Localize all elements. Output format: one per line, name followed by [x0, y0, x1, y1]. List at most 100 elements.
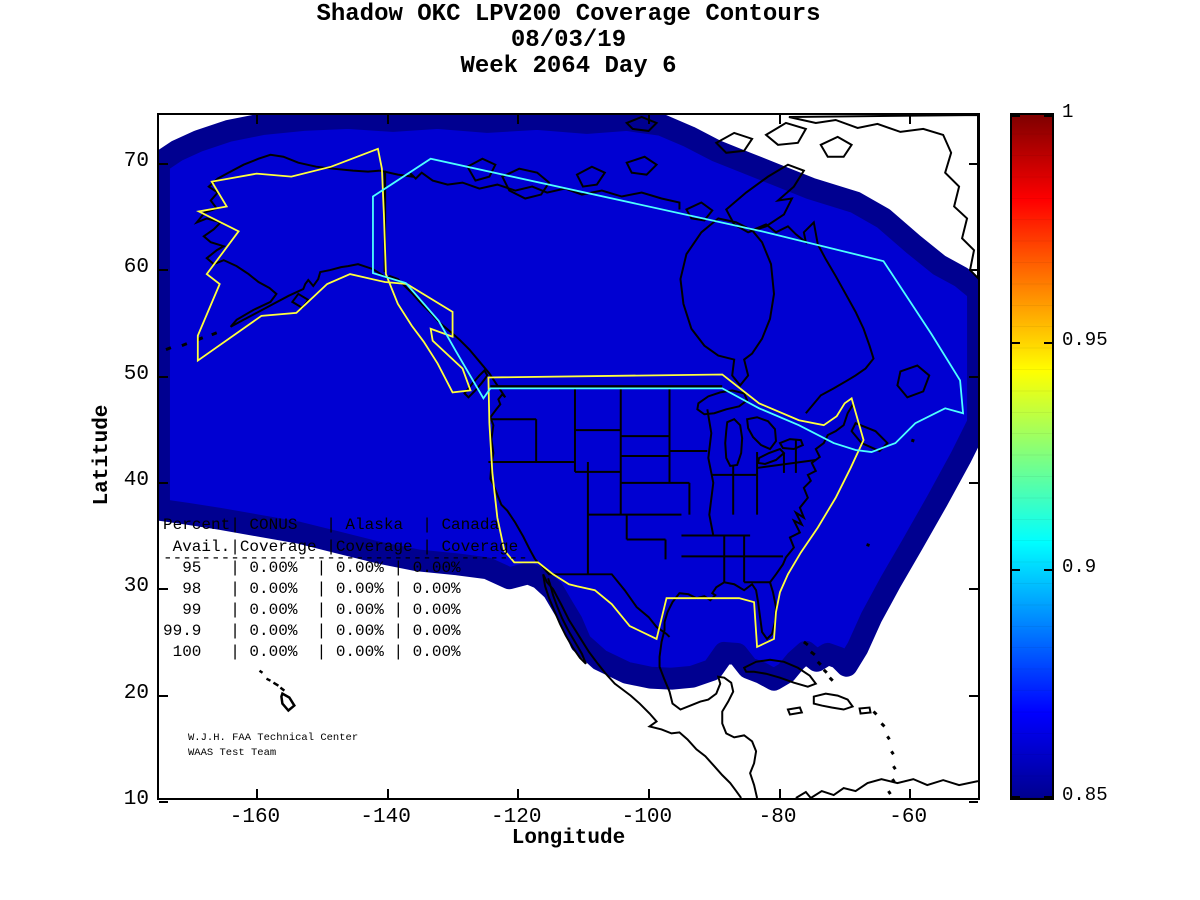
- y-tick-mark: [969, 162, 978, 165]
- colorbar-tick-mark: [1044, 341, 1052, 344]
- y-tick-mark: [159, 269, 168, 272]
- service-boundaries-cyan: [372, 157, 965, 453]
- conus-boundary: [487, 373, 865, 649]
- y-tick-mark: [969, 481, 978, 484]
- x-tick-mark: [255, 789, 258, 798]
- map-plot-area: [157, 113, 980, 803]
- colorbar-tick-mark: [1012, 569, 1020, 572]
- x-tick-label: -120: [491, 806, 542, 829]
- hispaniola-island: [812, 692, 855, 711]
- lesser-antilles: [872, 710, 897, 795]
- y-tick-label: 20: [123, 681, 149, 705]
- state-borders: [488, 388, 816, 584]
- aleutian-islands: [165, 331, 218, 352]
- colorbar-gradient: [1012, 115, 1052, 798]
- colorbar-tick-mark: [1012, 341, 1020, 344]
- x-tick-mark: [255, 115, 258, 124]
- jamaica-island: [786, 706, 804, 716]
- y-tick-mark: [969, 269, 978, 272]
- x-tick-mark: [778, 789, 781, 798]
- table-line: 100 | 0.00% | 0.00% | 0.00%: [163, 643, 461, 661]
- y-tick-mark: [159, 481, 168, 484]
- x-tick-label: -60: [889, 806, 928, 829]
- y-tick-label: 10: [123, 788, 149, 811]
- us-mexico-border: [534, 558, 671, 638]
- coverage-map: [159, 115, 978, 798]
- table-line: Avail.|Coverage |Coverage | Coverage: [163, 538, 519, 556]
- coastline-labrador: [751, 220, 875, 414]
- south-america-coast: [795, 778, 978, 798]
- colorbar-tick-mark: [1044, 115, 1052, 117]
- y-tick-mark: [159, 588, 168, 591]
- y-tick-label: 30: [123, 575, 149, 599]
- x-tick-mark: [647, 115, 650, 124]
- great-lakes: [696, 389, 805, 468]
- x-tick-label: -100: [621, 806, 673, 829]
- y-tick-label: 60: [123, 256, 149, 280]
- x-tick-label: -160: [229, 806, 281, 829]
- colorbar-tick-label: 0.85: [1062, 784, 1108, 806]
- arctic-islands: [466, 115, 854, 234]
- y-tick-mark: [969, 375, 978, 378]
- coverage-region: [159, 115, 978, 691]
- colorbar: [1010, 113, 1054, 800]
- table-line: 95 | 0.00% | 0.00% | 0.00%: [163, 559, 461, 577]
- x-axis-label: Longitude: [511, 827, 626, 850]
- x-tick-mark: [517, 115, 520, 124]
- hudson-bay: [679, 217, 775, 388]
- colorbar-tick-mark: [1044, 796, 1052, 798]
- figure-title: Shadow OKC LPV200 Coverage Contours 08/0…: [157, 2, 980, 80]
- x-tick-mark: [386, 115, 389, 124]
- hawaii-islands: [258, 669, 296, 713]
- baja-peninsula: [542, 574, 587, 665]
- y-tick-label: 70: [123, 149, 149, 173]
- x-tick-mark: [386, 789, 389, 798]
- table-line: 99 | 0.00% | 0.00% | 0.00%: [163, 601, 461, 619]
- y-tick-mark: [159, 375, 168, 378]
- colorbar-tick-label: 1: [1062, 101, 1074, 123]
- x-tick-mark: [647, 789, 650, 798]
- y-tick-mark: [159, 162, 168, 165]
- newfoundland-island: [896, 364, 931, 399]
- title-line-1: Shadow OKC LPV200 Coverage Contours: [316, 1, 821, 28]
- coastline-mexico-pacific: [542, 573, 742, 798]
- table-line: 98 | 0.00% | 0.00% | 0.00%: [163, 580, 461, 598]
- bahamas: [802, 640, 834, 682]
- cuba-island: [742, 658, 818, 688]
- puerto-rico-island: [858, 706, 872, 715]
- x-tick-mark: [909, 789, 912, 798]
- x-tick-label: -80: [758, 806, 797, 829]
- x-tick-mark: [517, 789, 520, 798]
- title-line-3: Week 2064 Day 6: [460, 53, 677, 80]
- y-tick-label: 40: [123, 468, 149, 492]
- table-line: Percent| CONUS | Alaska | Canada: [163, 516, 500, 534]
- y-tick-mark: [969, 588, 978, 591]
- coastline-us-east-gulf: [658, 402, 855, 798]
- alaska-boundary: [195, 147, 472, 394]
- x-tick-mark: [778, 115, 781, 124]
- coastline-arctic: [379, 169, 681, 210]
- x-tick-mark: [909, 115, 912, 124]
- attribution-line-1: W.J.H. FAA Technical Center: [188, 732, 359, 744]
- bermuda-dot: [866, 438, 915, 547]
- y-tick-label: 50: [123, 362, 149, 386]
- coastlines: [193, 153, 931, 798]
- attribution-line-2: WAAS Test Team: [188, 747, 277, 759]
- title-line-2: 08/03/19: [510, 27, 627, 54]
- x-tick-label: -140: [360, 806, 411, 829]
- nova-scotia: [850, 421, 889, 453]
- y-tick-mark: [159, 801, 168, 803]
- service-boundaries-yellow: [195, 147, 865, 649]
- colorbar-tick-mark: [1012, 796, 1020, 798]
- vancouver-island: [463, 368, 489, 399]
- table-separator: --------------------------------------: [163, 549, 528, 567]
- colorbar-tick-mark: [1044, 569, 1052, 572]
- coastline-alaska-canada: [193, 153, 537, 560]
- table-line: 99.9 | 0.00% | 0.00% | 0.00%: [163, 622, 461, 640]
- y-tick-mark: [159, 694, 168, 697]
- colorbar-tick-mark: [1012, 115, 1020, 117]
- y-tick-mark: [969, 801, 978, 803]
- canada-boundary: [372, 157, 965, 453]
- colorbar-tick-label: 0.9: [1062, 556, 1097, 579]
